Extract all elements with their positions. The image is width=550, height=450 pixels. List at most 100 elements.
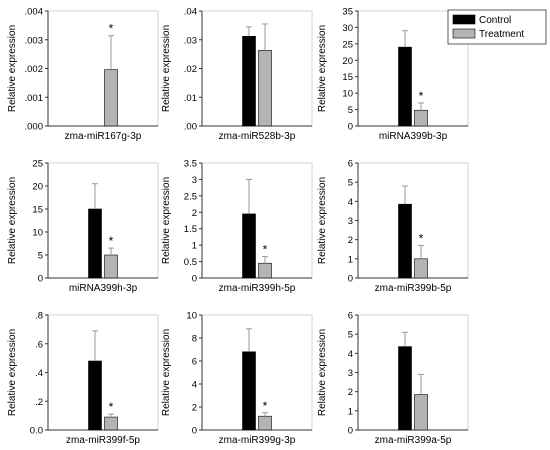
bar-treatment xyxy=(414,258,428,279)
y-tick-label: 25 xyxy=(32,159,43,170)
y-axis-label: Relative expression xyxy=(161,177,172,264)
legend: Control Treatment xyxy=(447,9,547,45)
y-tick-label: 0 xyxy=(192,274,197,285)
significance-marker: * xyxy=(419,231,424,245)
y-tick-label: 30 xyxy=(342,23,353,34)
y-tick-label: 3 xyxy=(192,175,197,186)
chart-panel-5: 0 0.5 1 1.5 2 2.5 3 3.5 Relative expression zma-m… xyxy=(161,159,313,294)
y-tick-label: 2 xyxy=(192,208,197,219)
y-tick-label: 0 xyxy=(192,426,197,437)
significance-marker: * xyxy=(263,399,268,413)
y-tick-label: 1 xyxy=(348,406,353,417)
chart-panel-1: .000 .001 .002 .003 .004 Relative expression z… xyxy=(7,7,159,142)
y-tick-label: .02 xyxy=(184,64,197,75)
legend-label-treatment: Treatment xyxy=(479,29,524,40)
y-tick-label: 4 xyxy=(192,380,197,391)
bar-control xyxy=(88,208,102,279)
bar-treatment xyxy=(258,262,272,279)
chart-panel-9: 0 1 2 3 4 5 6 Relative expression zma-miR399a-5p xyxy=(317,311,469,446)
y-tick-label: 20 xyxy=(32,182,43,193)
legend-swatch-control xyxy=(452,14,476,25)
x-axis-label: zma-miR399h-5p xyxy=(219,283,296,294)
y-tick-label: 5 xyxy=(348,178,353,189)
y-tick-label: .03 xyxy=(184,35,197,46)
y-tick-label: 35 xyxy=(342,7,353,18)
bar-treatment xyxy=(258,415,272,431)
bar-treatment xyxy=(104,416,118,431)
plot-frame xyxy=(201,314,313,431)
bar-control xyxy=(88,360,102,431)
significance-marker: * xyxy=(419,89,424,103)
y-tick-label: 5 xyxy=(348,330,353,341)
y-tick-label: .04 xyxy=(184,7,197,18)
y-tick-label: 10 xyxy=(342,89,353,100)
chart-panel-4: 0 5 10 15 20 25 Relative expression miRNA399h-3… xyxy=(7,159,159,294)
plot-frame xyxy=(357,162,469,279)
y-tick-label: 3.5 xyxy=(184,159,197,170)
y-tick-label: 15 xyxy=(32,205,43,216)
x-axis-label: zma-miR399f-5p xyxy=(66,435,140,446)
y-tick-label: .01 xyxy=(184,93,197,104)
chart-panel-6: 0 1 2 3 4 5 6 Relative expression zma-miR399b-5p… xyxy=(317,159,469,294)
y-tick-label: .001 xyxy=(25,93,44,104)
x-axis-label: miRNA399h-3p xyxy=(69,283,138,294)
bar-treatment xyxy=(104,254,118,279)
plot-frame xyxy=(201,10,313,127)
plot-frame xyxy=(357,314,469,431)
y-tick-label: 2 xyxy=(348,387,353,398)
y-tick-label: 8 xyxy=(192,334,197,345)
bar-treatment xyxy=(414,109,428,127)
y-tick-label: 4 xyxy=(348,349,353,360)
chart-panel-8: 0 2 4 6 8 10 Relative expression zma-miR399g-3p… xyxy=(161,311,313,446)
y-tick-label: 2 xyxy=(348,235,353,246)
y-axis-label: Relative expression xyxy=(317,177,328,264)
significance-marker: * xyxy=(109,234,114,248)
x-axis-label: miRNA399b-3p xyxy=(379,131,448,142)
legend-swatch-treatment xyxy=(452,28,476,39)
y-tick-label: .6 xyxy=(35,339,43,350)
y-tick-label: 2 xyxy=(192,403,197,414)
y-tick-label: 4 xyxy=(348,197,353,208)
y-tick-label: 6 xyxy=(348,311,353,322)
bar-control xyxy=(242,351,256,431)
y-tick-label: 0 xyxy=(348,274,353,285)
y-tick-label: .002 xyxy=(25,64,44,75)
y-tick-label: 3 xyxy=(348,368,353,379)
plot-frame xyxy=(201,162,313,279)
y-axis-label: Relative expression xyxy=(161,25,172,112)
x-axis-label: zma-miR167g-3p xyxy=(65,131,142,142)
x-axis-label: zma-miR399g-3p xyxy=(219,435,296,446)
y-tick-label: .003 xyxy=(25,35,44,46)
x-axis-label: zma-miR399b-5p xyxy=(375,283,452,294)
y-tick-label: 6 xyxy=(348,159,353,170)
significance-marker: * xyxy=(263,243,268,257)
y-tick-label: .000 xyxy=(25,122,44,133)
significance-marker: * xyxy=(109,22,114,36)
y-axis-label: Relative expression xyxy=(7,329,18,416)
bar-control xyxy=(398,203,412,279)
chart-panel-3: 0 5 10 15 20 25 30 35 Relative expression miRNA39… xyxy=(317,7,469,142)
significance-marker: * xyxy=(109,400,114,414)
y-tick-label: 2.5 xyxy=(184,191,197,202)
bar-treatment xyxy=(258,50,272,127)
y-tick-label: .4 xyxy=(35,368,43,379)
chart-panel-2: .00 .01 .02 .03 .04 Relative expression zma-mi… xyxy=(161,7,313,142)
y-tick-label: 0 xyxy=(348,122,353,133)
x-axis-label: zma-miR528b-3p xyxy=(219,131,296,142)
y-tick-label: .004 xyxy=(25,7,44,18)
y-axis-label: Relative expression xyxy=(317,25,328,112)
y-tick-label: 1 xyxy=(192,241,197,252)
bar-treatment xyxy=(414,394,428,431)
y-tick-label: 6 xyxy=(192,357,197,368)
y-tick-label: 3 xyxy=(348,216,353,227)
y-tick-label: 1.5 xyxy=(184,224,197,235)
y-tick-label: 5 xyxy=(348,105,353,116)
plot-frame xyxy=(47,314,159,431)
y-axis-label: Relative expression xyxy=(7,177,18,264)
y-tick-label: .00 xyxy=(184,122,197,133)
y-tick-label: 0 xyxy=(38,274,43,285)
y-axis-label: Relative expression xyxy=(7,25,18,112)
y-tick-label: 0.0 xyxy=(30,426,43,437)
bar-control xyxy=(242,213,256,279)
